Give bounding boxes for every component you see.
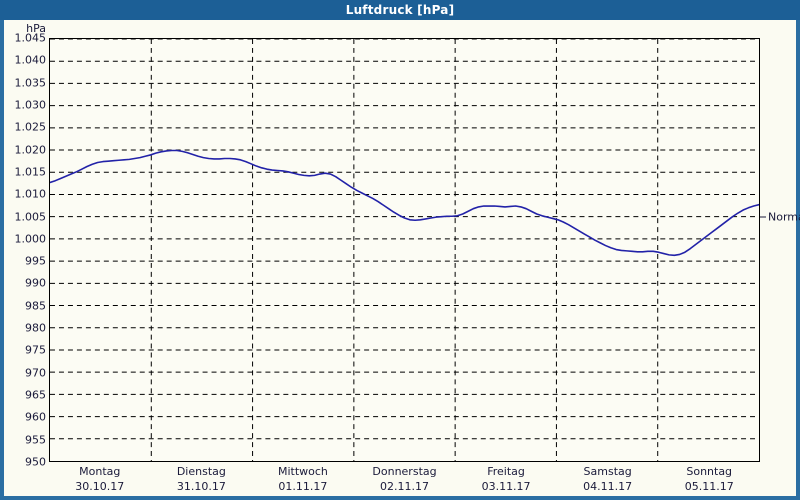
vertical-gridlines	[150, 39, 659, 461]
y-axis-tick-label: 965	[25, 388, 46, 402]
x-axis-date: 30.10.17	[75, 480, 125, 493]
plot-area	[49, 38, 760, 462]
frame-bottom-border	[0, 496, 800, 500]
y-axis-tick-label: 990	[25, 276, 46, 290]
x-axis-date: 03.11.17	[481, 480, 531, 493]
y-axis-tick-labels: 1.045 1.040 1.035 1.030 1.025 1.020 1.015 1.010…	[4, 32, 47, 469]
x-axis-tick-label: Sonntag 05.11.17	[685, 464, 734, 494]
chart-canvas: hPa 1.045 1.040 1.035 1.030 1.025 1.020 1.015 1…	[4, 20, 800, 498]
x-axis-date: 01.11.17	[278, 480, 328, 493]
y-axis-tick-label: 950	[25, 455, 46, 469]
y-axis-tick-label: 1.010	[14, 187, 47, 201]
x-axis-tick-labels: Montag 30.10.17 Dienstag 31.10.17 Mittwoch 01…	[49, 464, 760, 498]
x-axis-day-name: Donnerstag	[372, 465, 437, 478]
x-axis-day-name: Dienstag	[176, 465, 226, 478]
y-axis-tick-label: 995	[25, 254, 46, 268]
x-axis-tick-label: Samstag 04.11.17	[583, 464, 632, 494]
y-axis-tick-label: 1.020	[14, 143, 47, 157]
page-title: Luftdruck [hPa]	[345, 3, 455, 17]
y-axis-tick-label: 1.005	[14, 210, 47, 224]
y-axis-tick-label: 1.025	[14, 120, 47, 134]
plot-svg	[50, 39, 759, 461]
x-axis-tick-label: Donnerstag 02.11.17	[372, 464, 436, 494]
x-axis-tick-label: Mittwoch 01.11.17	[278, 464, 328, 494]
y-axis-tick-label: 1.035	[14, 76, 47, 90]
x-axis-tick-label: Freitag 03.11.17	[482, 464, 531, 494]
normal-reference-label: Normal	[768, 210, 800, 224]
y-axis-tick-label: 1.045	[14, 31, 47, 45]
x-axis-date: 05.11.17	[684, 480, 734, 493]
x-axis-day-name: Samstag	[583, 465, 632, 478]
x-axis-date: 31.10.17	[176, 480, 226, 493]
x-axis-tick-label: Dienstag 31.10.17	[177, 464, 226, 494]
y-axis-tick-label: 1.015	[14, 165, 47, 179]
x-axis-day-name: Montag	[79, 465, 121, 478]
normal-reference-tick	[760, 216, 766, 218]
window-title-bar: Luftdruck [hPa]	[0, 0, 800, 20]
x-axis-day-name: Freitag	[487, 465, 525, 478]
y-axis-unit-label: hPa	[26, 21, 46, 35]
y-axis-tick-label: 970	[25, 366, 46, 380]
x-axis-date: 04.11.17	[583, 480, 633, 493]
frame-left-border	[0, 20, 4, 500]
x-axis-day-name: Mittwoch	[277, 465, 328, 478]
y-axis-tick-label: 1.040	[14, 53, 47, 67]
y-axis-tick-label: 975	[25, 343, 46, 357]
frame-right-border	[796, 20, 800, 500]
x-axis-tick-label: Montag 30.10.17	[75, 464, 124, 494]
y-axis-tick-label: 1.030	[14, 98, 47, 112]
horizontal-gridlines	[50, 39, 759, 440]
x-axis-date: 02.11.17	[380, 480, 429, 493]
pressure-series-line	[50, 149, 759, 257]
y-axis-tick-label: 985	[25, 299, 46, 313]
y-axis-tick-label: 1.000	[14, 232, 47, 246]
y-axis-tick-label: 955	[25, 433, 46, 447]
y-axis-tick-label: 960	[25, 410, 46, 424]
y-axis-tick-label: 980	[25, 321, 46, 335]
x-axis-day-name: Sonntag	[686, 465, 733, 478]
